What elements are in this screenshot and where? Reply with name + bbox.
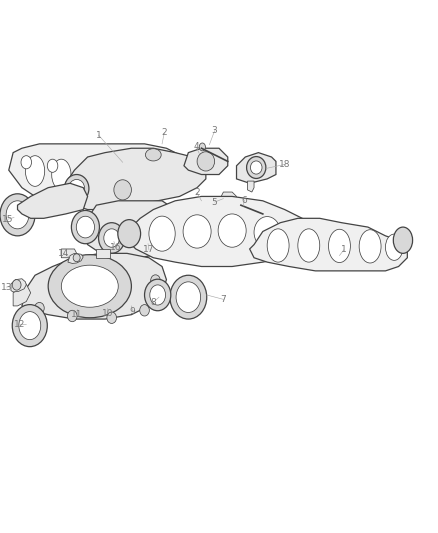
Text: 12: 12 — [14, 320, 25, 329]
Ellipse shape — [25, 156, 45, 187]
Text: 11: 11 — [71, 310, 82, 319]
Ellipse shape — [0, 194, 35, 236]
Ellipse shape — [78, 161, 97, 192]
Ellipse shape — [21, 156, 32, 169]
Ellipse shape — [139, 229, 155, 247]
Polygon shape — [237, 152, 276, 183]
Text: 15: 15 — [2, 215, 14, 224]
Polygon shape — [18, 183, 88, 219]
Text: 9: 9 — [130, 306, 136, 316]
Ellipse shape — [183, 215, 211, 248]
Ellipse shape — [298, 229, 320, 262]
Ellipse shape — [52, 159, 71, 190]
Ellipse shape — [170, 275, 207, 319]
Text: 13: 13 — [1, 282, 12, 292]
Polygon shape — [22, 253, 166, 319]
Ellipse shape — [48, 255, 131, 318]
Polygon shape — [250, 219, 407, 271]
Ellipse shape — [159, 161, 173, 183]
Text: 10: 10 — [102, 309, 113, 318]
Polygon shape — [96, 249, 110, 258]
Text: 16: 16 — [110, 243, 122, 252]
Polygon shape — [184, 148, 228, 174]
Polygon shape — [219, 192, 237, 205]
Ellipse shape — [385, 234, 403, 260]
Text: 3: 3 — [212, 126, 218, 135]
Polygon shape — [66, 148, 206, 209]
Ellipse shape — [35, 302, 44, 314]
Ellipse shape — [104, 229, 120, 247]
Ellipse shape — [104, 161, 124, 192]
Text: 14: 14 — [58, 249, 69, 258]
Ellipse shape — [76, 216, 95, 238]
Ellipse shape — [71, 211, 99, 244]
Polygon shape — [83, 201, 184, 258]
Ellipse shape — [140, 304, 149, 316]
Ellipse shape — [218, 214, 246, 247]
Polygon shape — [13, 284, 31, 306]
Text: 2: 2 — [162, 128, 167, 138]
Polygon shape — [61, 249, 79, 258]
Polygon shape — [68, 253, 83, 263]
Ellipse shape — [150, 285, 166, 305]
Text: 8: 8 — [150, 298, 156, 307]
Ellipse shape — [267, 229, 289, 262]
Text: 17: 17 — [143, 245, 155, 254]
Ellipse shape — [393, 227, 413, 253]
Ellipse shape — [114, 180, 131, 200]
Ellipse shape — [73, 254, 80, 262]
Ellipse shape — [6, 201, 29, 229]
Ellipse shape — [99, 223, 125, 253]
Text: 4: 4 — [194, 142, 199, 151]
Text: 7: 7 — [220, 295, 226, 304]
Ellipse shape — [12, 304, 47, 346]
Ellipse shape — [64, 174, 89, 203]
Text: 6: 6 — [241, 196, 247, 205]
Ellipse shape — [199, 143, 205, 151]
Ellipse shape — [145, 279, 171, 311]
Ellipse shape — [149, 216, 175, 251]
Polygon shape — [247, 181, 254, 192]
Ellipse shape — [251, 161, 262, 174]
Ellipse shape — [118, 220, 141, 248]
Polygon shape — [127, 197, 320, 266]
Polygon shape — [11, 279, 26, 292]
Ellipse shape — [69, 180, 85, 198]
Ellipse shape — [134, 223, 160, 253]
Text: 1: 1 — [95, 131, 102, 140]
Ellipse shape — [61, 265, 118, 307]
Text: 2: 2 — [194, 189, 200, 197]
Ellipse shape — [19, 312, 41, 340]
Text: 5: 5 — [212, 198, 218, 207]
Ellipse shape — [107, 312, 117, 324]
Ellipse shape — [247, 157, 266, 179]
Ellipse shape — [287, 221, 309, 251]
Ellipse shape — [176, 282, 201, 312]
Text: 18: 18 — [279, 160, 290, 169]
Ellipse shape — [359, 230, 381, 263]
Ellipse shape — [240, 199, 247, 208]
Ellipse shape — [197, 152, 215, 171]
Ellipse shape — [12, 280, 21, 290]
Ellipse shape — [132, 161, 148, 188]
Ellipse shape — [151, 275, 160, 286]
Text: 1: 1 — [341, 245, 347, 254]
Ellipse shape — [254, 216, 280, 248]
Ellipse shape — [170, 156, 180, 169]
Ellipse shape — [145, 149, 161, 161]
Ellipse shape — [328, 229, 350, 263]
Polygon shape — [9, 144, 193, 205]
Ellipse shape — [308, 221, 327, 246]
Ellipse shape — [47, 159, 58, 172]
Ellipse shape — [67, 310, 77, 322]
